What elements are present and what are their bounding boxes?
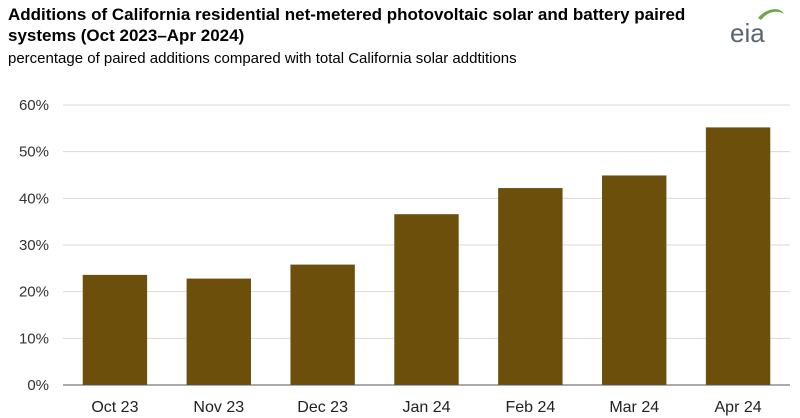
x-axis-category-labels: Oct 23 Nov 23 Dec 23 Jan 24 Feb 24 Mar 24 Apr … [91,399,761,416]
y-tick-label: 40% [19,190,49,207]
x-category-label: Mar 24 [609,399,659,416]
bar [186,278,251,385]
x-category-label: Jan 24 [402,399,450,416]
bar [705,127,771,386]
chart-subtitle: percentage of paired additions compared … [8,50,517,67]
y-tick-label: 50% [19,144,49,161]
x-category-label: Nov 23 [193,399,244,416]
y-tick-label: 30% [19,237,49,254]
bars [82,127,771,386]
x-category-label: Dec 23 [297,399,348,416]
bar [82,274,148,385]
bar [602,175,667,385]
x-category-label: Oct 23 [91,399,138,416]
y-tick-label: 20% [19,284,49,301]
y-axis-tick-labels: 0% 10% 20% 30% 40% 50% 60% [19,97,49,394]
x-category-label: Apr 24 [715,399,762,416]
y-tick-label: 0% [27,377,49,394]
bar [498,188,563,385]
logo-text: eia [730,18,765,48]
logo-swoosh-icon [758,9,784,20]
chart-title: Additions of California residential net-… [8,5,686,45]
bar [290,264,355,385]
x-category-label: Feb 24 [505,399,555,416]
bar [394,214,459,385]
eia-logo: eia [730,9,784,48]
y-tick-label: 10% [19,330,49,347]
y-tick-label: 60% [19,97,49,114]
